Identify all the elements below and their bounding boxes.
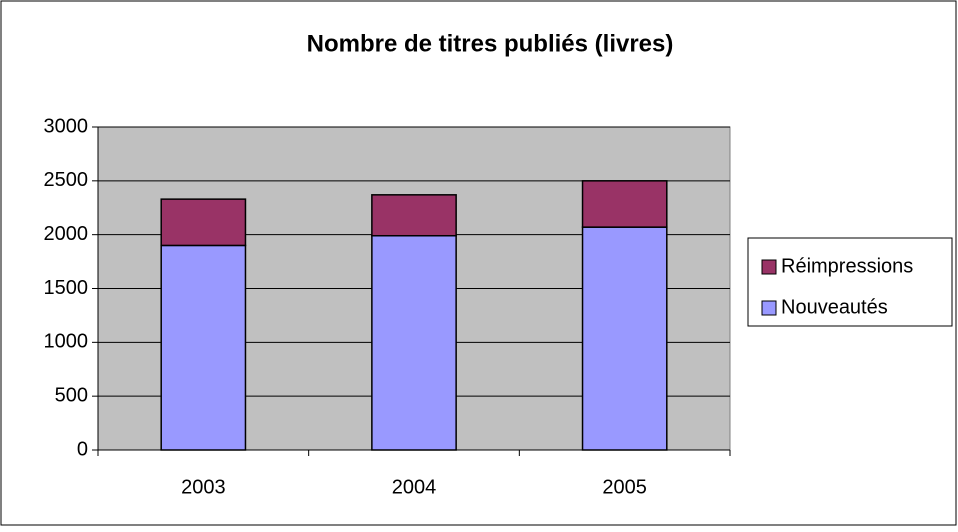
y-tick-label: 2000 — [44, 223, 89, 245]
y-tick-label: 500 — [55, 384, 88, 406]
bar-segment — [581, 226, 668, 451]
legend-box — [747, 237, 953, 327]
legend-label: Réimpressions — [781, 255, 913, 277]
x-tick-label: 2003 — [181, 476, 226, 498]
bar-segment — [371, 194, 457, 237]
y-tick-label: 1000 — [44, 331, 89, 353]
y-tick-label: 1500 — [44, 277, 89, 299]
chart-title: Nombre de titres publiés (livres) — [307, 30, 674, 57]
bar-segment — [160, 198, 247, 247]
y-tick-label: 2500 — [44, 169, 89, 191]
y-tick-label: 0 — [77, 438, 88, 460]
bar-segment — [581, 180, 668, 228]
legend-swatch — [761, 259, 777, 275]
x-tick-label: 2005 — [602, 476, 647, 498]
legend-swatch — [761, 300, 777, 316]
x-tick-label: 2004 — [392, 476, 437, 498]
bar-segment — [371, 234, 457, 451]
legend-label: Nouveautés — [781, 296, 888, 318]
y-tick-label: 3000 — [44, 115, 89, 137]
bar-segment — [160, 244, 247, 451]
